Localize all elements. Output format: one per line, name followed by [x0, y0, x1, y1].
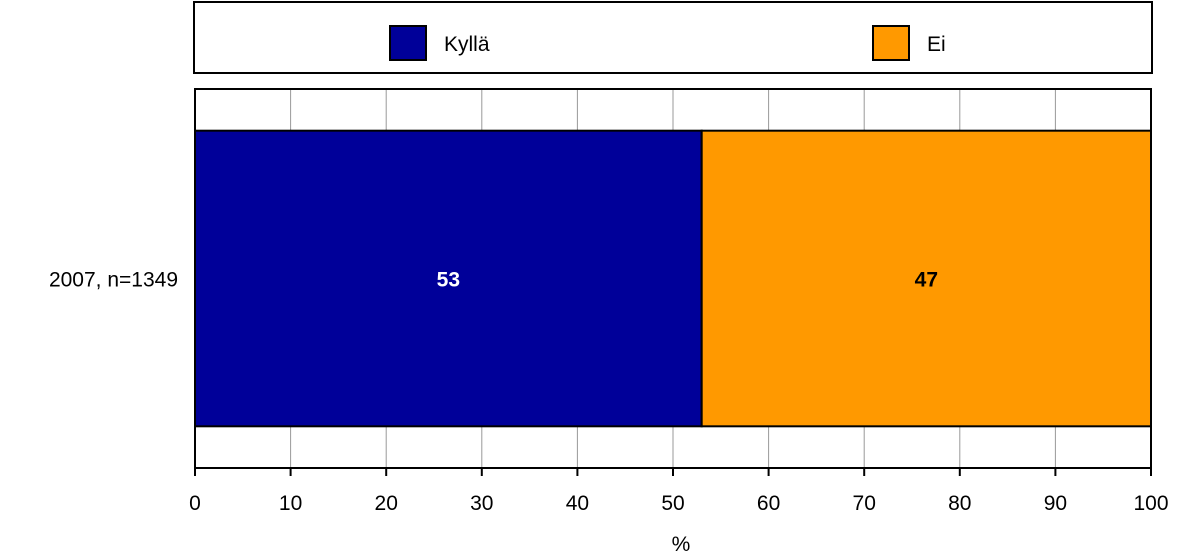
- data-label: 53: [437, 269, 460, 292]
- x-tick-label: 60: [757, 492, 780, 515]
- x-tick-label: 80: [948, 492, 971, 515]
- legend-swatch: [872, 25, 910, 61]
- x-tick-label: 90: [1044, 492, 1067, 515]
- x-tick-label: 50: [661, 492, 684, 515]
- x-tick-label: 20: [375, 492, 398, 515]
- x-tick-label: 70: [853, 492, 876, 515]
- x-tick-label: 100: [1133, 492, 1168, 515]
- x-tick-label: 10: [279, 492, 302, 515]
- x-tick-label: 0: [189, 492, 201, 515]
- x-axis-label: %: [672, 533, 691, 554]
- category-labels: 2007, n=1349: [49, 269, 178, 292]
- legend-swatch: [389, 25, 427, 61]
- x-tick-label: 30: [470, 492, 493, 515]
- legend-label: Ei: [927, 33, 946, 56]
- legend-box: [193, 1, 1153, 74]
- bar-kyllä: [194, 129, 703, 428]
- bar-ei: [700, 129, 1152, 428]
- legend: Kyllä Ei: [389, 25, 946, 61]
- x-tick-label: 40: [566, 492, 589, 515]
- category-label: 2007, n=1349: [49, 269, 178, 292]
- bars: 53 47: [194, 129, 1152, 428]
- data-label: 47: [915, 269, 938, 292]
- legend-label: Kyllä: [444, 33, 490, 56]
- x-axis: 0 10 20 30 40 50 60 70 80 90 100: [189, 468, 1169, 515]
